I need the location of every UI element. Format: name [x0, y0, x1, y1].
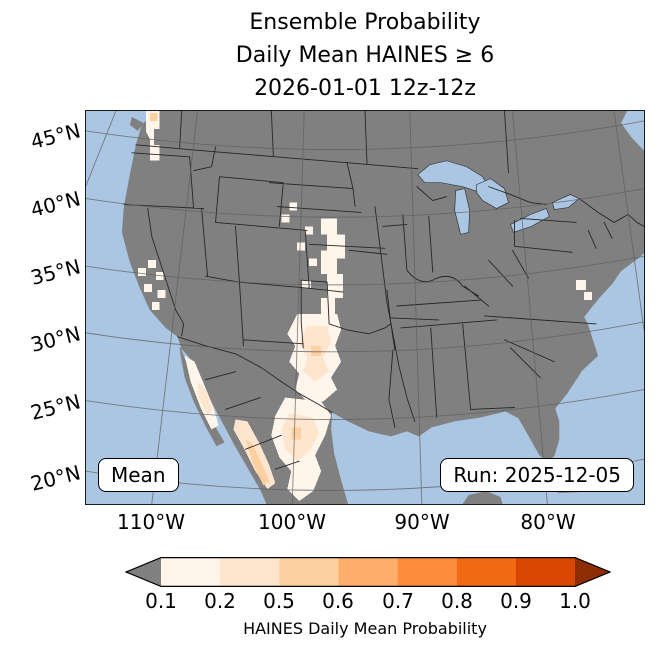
colorbar-scale — [125, 557, 611, 587]
political-borders — [123, 111, 644, 470]
lake-erie — [510, 208, 550, 233]
meridian-80w — [512, 111, 548, 504]
colorbar-axis-label: HAINES Daily Mean Probability — [243, 619, 487, 638]
parallel-25n — [86, 389, 644, 420]
cbar-tick-0-9: 0.9 — [500, 589, 532, 613]
colorbar-segment-2 — [220, 557, 280, 587]
canada-province-borders — [179, 111, 509, 174]
yucatan — [462, 491, 503, 504]
lat-label-25n: 25°N — [28, 389, 83, 425]
lon-label-100w: 100°W — [258, 510, 326, 534]
title-line-1: Ensemble Probability — [249, 10, 481, 35]
colorbar-segment-3 — [279, 557, 339, 587]
conus-probability-map — [86, 111, 644, 504]
colorbar-segment-7 — [515, 557, 575, 587]
lat-label-45n: 45°N — [28, 118, 83, 154]
cbar-tick-0-1: 0.1 — [145, 589, 177, 613]
meridian-110w — [151, 111, 199, 504]
model-run-label: Run: 2025-12-05 — [440, 458, 634, 492]
lat-label-40n: 40°N — [28, 186, 83, 222]
colorbar-segment-4 — [338, 557, 398, 587]
colorbar-segment-5 — [397, 557, 457, 587]
lake-ontario — [551, 194, 580, 210]
cbar-tick-0-7: 0.7 — [382, 589, 414, 613]
title-line-2: Daily Mean HAINES ≥ 6 — [235, 43, 495, 68]
colorbar-segment-1 — [161, 557, 221, 587]
cbar-tick-1-0: 1.0 — [559, 589, 591, 613]
lon-label-80w: 80°W — [520, 510, 576, 534]
meridian-100w — [291, 111, 305, 504]
probability-shading-high — [149, 112, 322, 486]
cbar-tick-0-6: 0.6 — [322, 589, 354, 613]
lat-label-20n: 20°N — [28, 460, 83, 496]
cbar-tick-0-5: 0.5 — [263, 589, 295, 613]
meridian-90w — [409, 111, 423, 504]
us-state-borders — [123, 146, 613, 428]
map-panel: Mean Run: 2025-12-05 — [85, 110, 645, 505]
figure-title: Ensemble Probability Daily Mean HAINES ≥… — [85, 6, 645, 105]
lake-michigan — [454, 188, 470, 235]
cbar-tick-0-8: 0.8 — [441, 589, 473, 613]
colorbar — [125, 557, 611, 587]
meridian-120w — [86, 111, 117, 186]
vancouver-island — [129, 116, 144, 131]
lat-label-35n: 35°N — [28, 254, 83, 290]
colorbar-outline — [125, 557, 611, 587]
colorbar-segment-6 — [456, 557, 516, 587]
parallel-40n — [86, 188, 644, 218]
cbar-tick-0-2: 0.2 — [204, 589, 236, 613]
mexico-state-borders — [205, 371, 300, 470]
lake-huron — [476, 178, 509, 209]
colorbar-over-arrow — [575, 557, 611, 587]
ensemble-member-label: Mean — [98, 458, 179, 492]
lon-label-110w: 110°W — [117, 510, 185, 534]
colorbar-under-arrow — [125, 557, 161, 587]
parallel-30n — [86, 321, 644, 353]
parallel-35n — [86, 255, 644, 286]
parallel-45n — [86, 120, 644, 151]
great-lakes — [417, 160, 580, 235]
lat-label-30n: 30°N — [28, 321, 83, 357]
lon-label-90w: 90°W — [394, 510, 450, 534]
title-line-3: 2026-01-01 12z-12z — [254, 76, 476, 101]
meridian-70w — [613, 111, 644, 330]
